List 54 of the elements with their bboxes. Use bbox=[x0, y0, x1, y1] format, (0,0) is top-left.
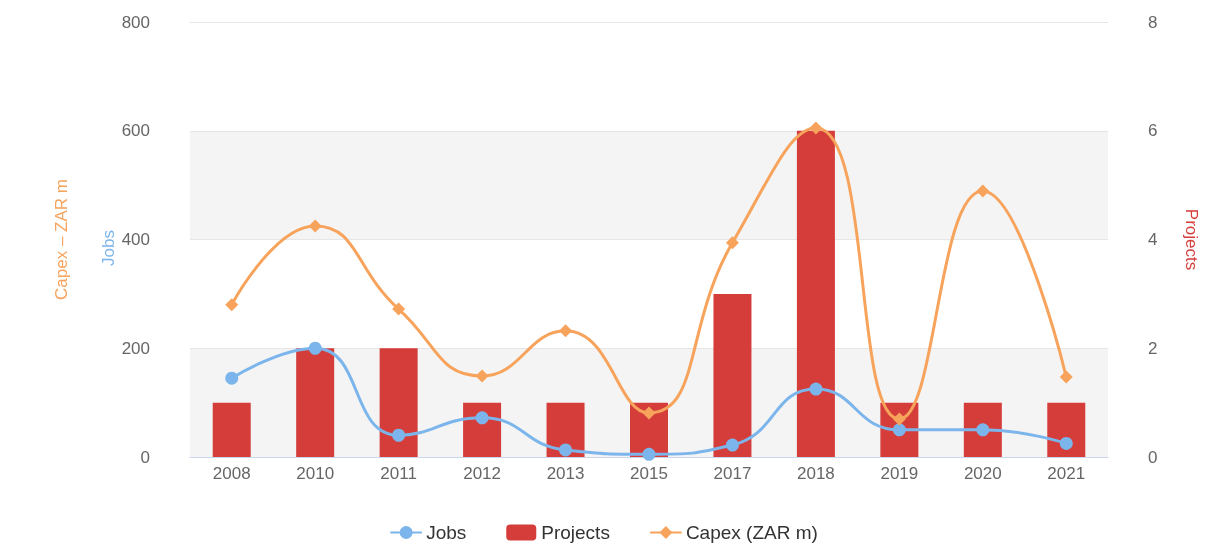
x-tick-label: 2010 bbox=[296, 464, 335, 483]
bar bbox=[296, 348, 335, 457]
point bbox=[559, 443, 573, 457]
point bbox=[725, 438, 739, 452]
bar bbox=[713, 293, 752, 457]
y-tick-label: 0 bbox=[140, 447, 150, 467]
x-tick-label: 2012 bbox=[463, 464, 501, 483]
point bbox=[809, 382, 823, 396]
point bbox=[892, 412, 906, 426]
legend-label: Projects bbox=[541, 522, 610, 543]
point bbox=[308, 219, 322, 233]
point bbox=[809, 121, 823, 135]
x-tick-label: 2017 bbox=[713, 464, 752, 483]
y-tick-label: 400 bbox=[121, 230, 150, 249]
x-tick-label: 2008 bbox=[212, 464, 251, 483]
point bbox=[392, 428, 406, 442]
y2-tick-label: 8 bbox=[1148, 12, 1158, 32]
x-tick-label: 2015 bbox=[630, 464, 668, 483]
point bbox=[642, 406, 656, 420]
point bbox=[392, 302, 406, 316]
x-tick-label: 2019 bbox=[880, 464, 919, 483]
bar bbox=[379, 348, 418, 457]
bar bbox=[212, 402, 251, 457]
point bbox=[225, 298, 239, 312]
y-tick-label: 600 bbox=[121, 121, 150, 141]
y-axis-title: Capex – ZAR m bbox=[52, 179, 71, 300]
point bbox=[642, 447, 656, 461]
point bbox=[225, 371, 239, 385]
y2-tick-label: 2 bbox=[1148, 338, 1158, 358]
y-tick-label: 200 bbox=[121, 338, 150, 358]
point bbox=[475, 411, 489, 425]
point bbox=[725, 236, 739, 250]
y2-tick-label: 4 bbox=[1148, 230, 1158, 249]
y2-tick-label: 6 bbox=[1148, 121, 1158, 141]
x-tick-label: 2020 bbox=[963, 464, 1002, 483]
x-tick-label: 2021 bbox=[1047, 464, 1086, 483]
y2-tick-label: 0 bbox=[1148, 447, 1158, 467]
x-tick-label: 2011 bbox=[380, 464, 417, 483]
point bbox=[559, 324, 573, 338]
legend-label: Jobs bbox=[426, 522, 467, 543]
legend-label: Capex (ZAR m) bbox=[685, 522, 818, 543]
bar bbox=[546, 402, 585, 457]
point bbox=[1059, 370, 1073, 384]
y-tick-label: 800 bbox=[121, 12, 150, 32]
y2-axis-title: Projects bbox=[1182, 208, 1201, 271]
bar bbox=[796, 130, 835, 457]
point bbox=[475, 369, 489, 383]
point bbox=[1059, 436, 1073, 450]
x-tick-label: 2018 bbox=[797, 464, 835, 483]
point bbox=[976, 184, 990, 198]
bar bbox=[1047, 402, 1086, 457]
x-tick-label: 2013 bbox=[546, 464, 585, 483]
text: Jobs bbox=[99, 229, 118, 266]
point bbox=[308, 341, 322, 355]
